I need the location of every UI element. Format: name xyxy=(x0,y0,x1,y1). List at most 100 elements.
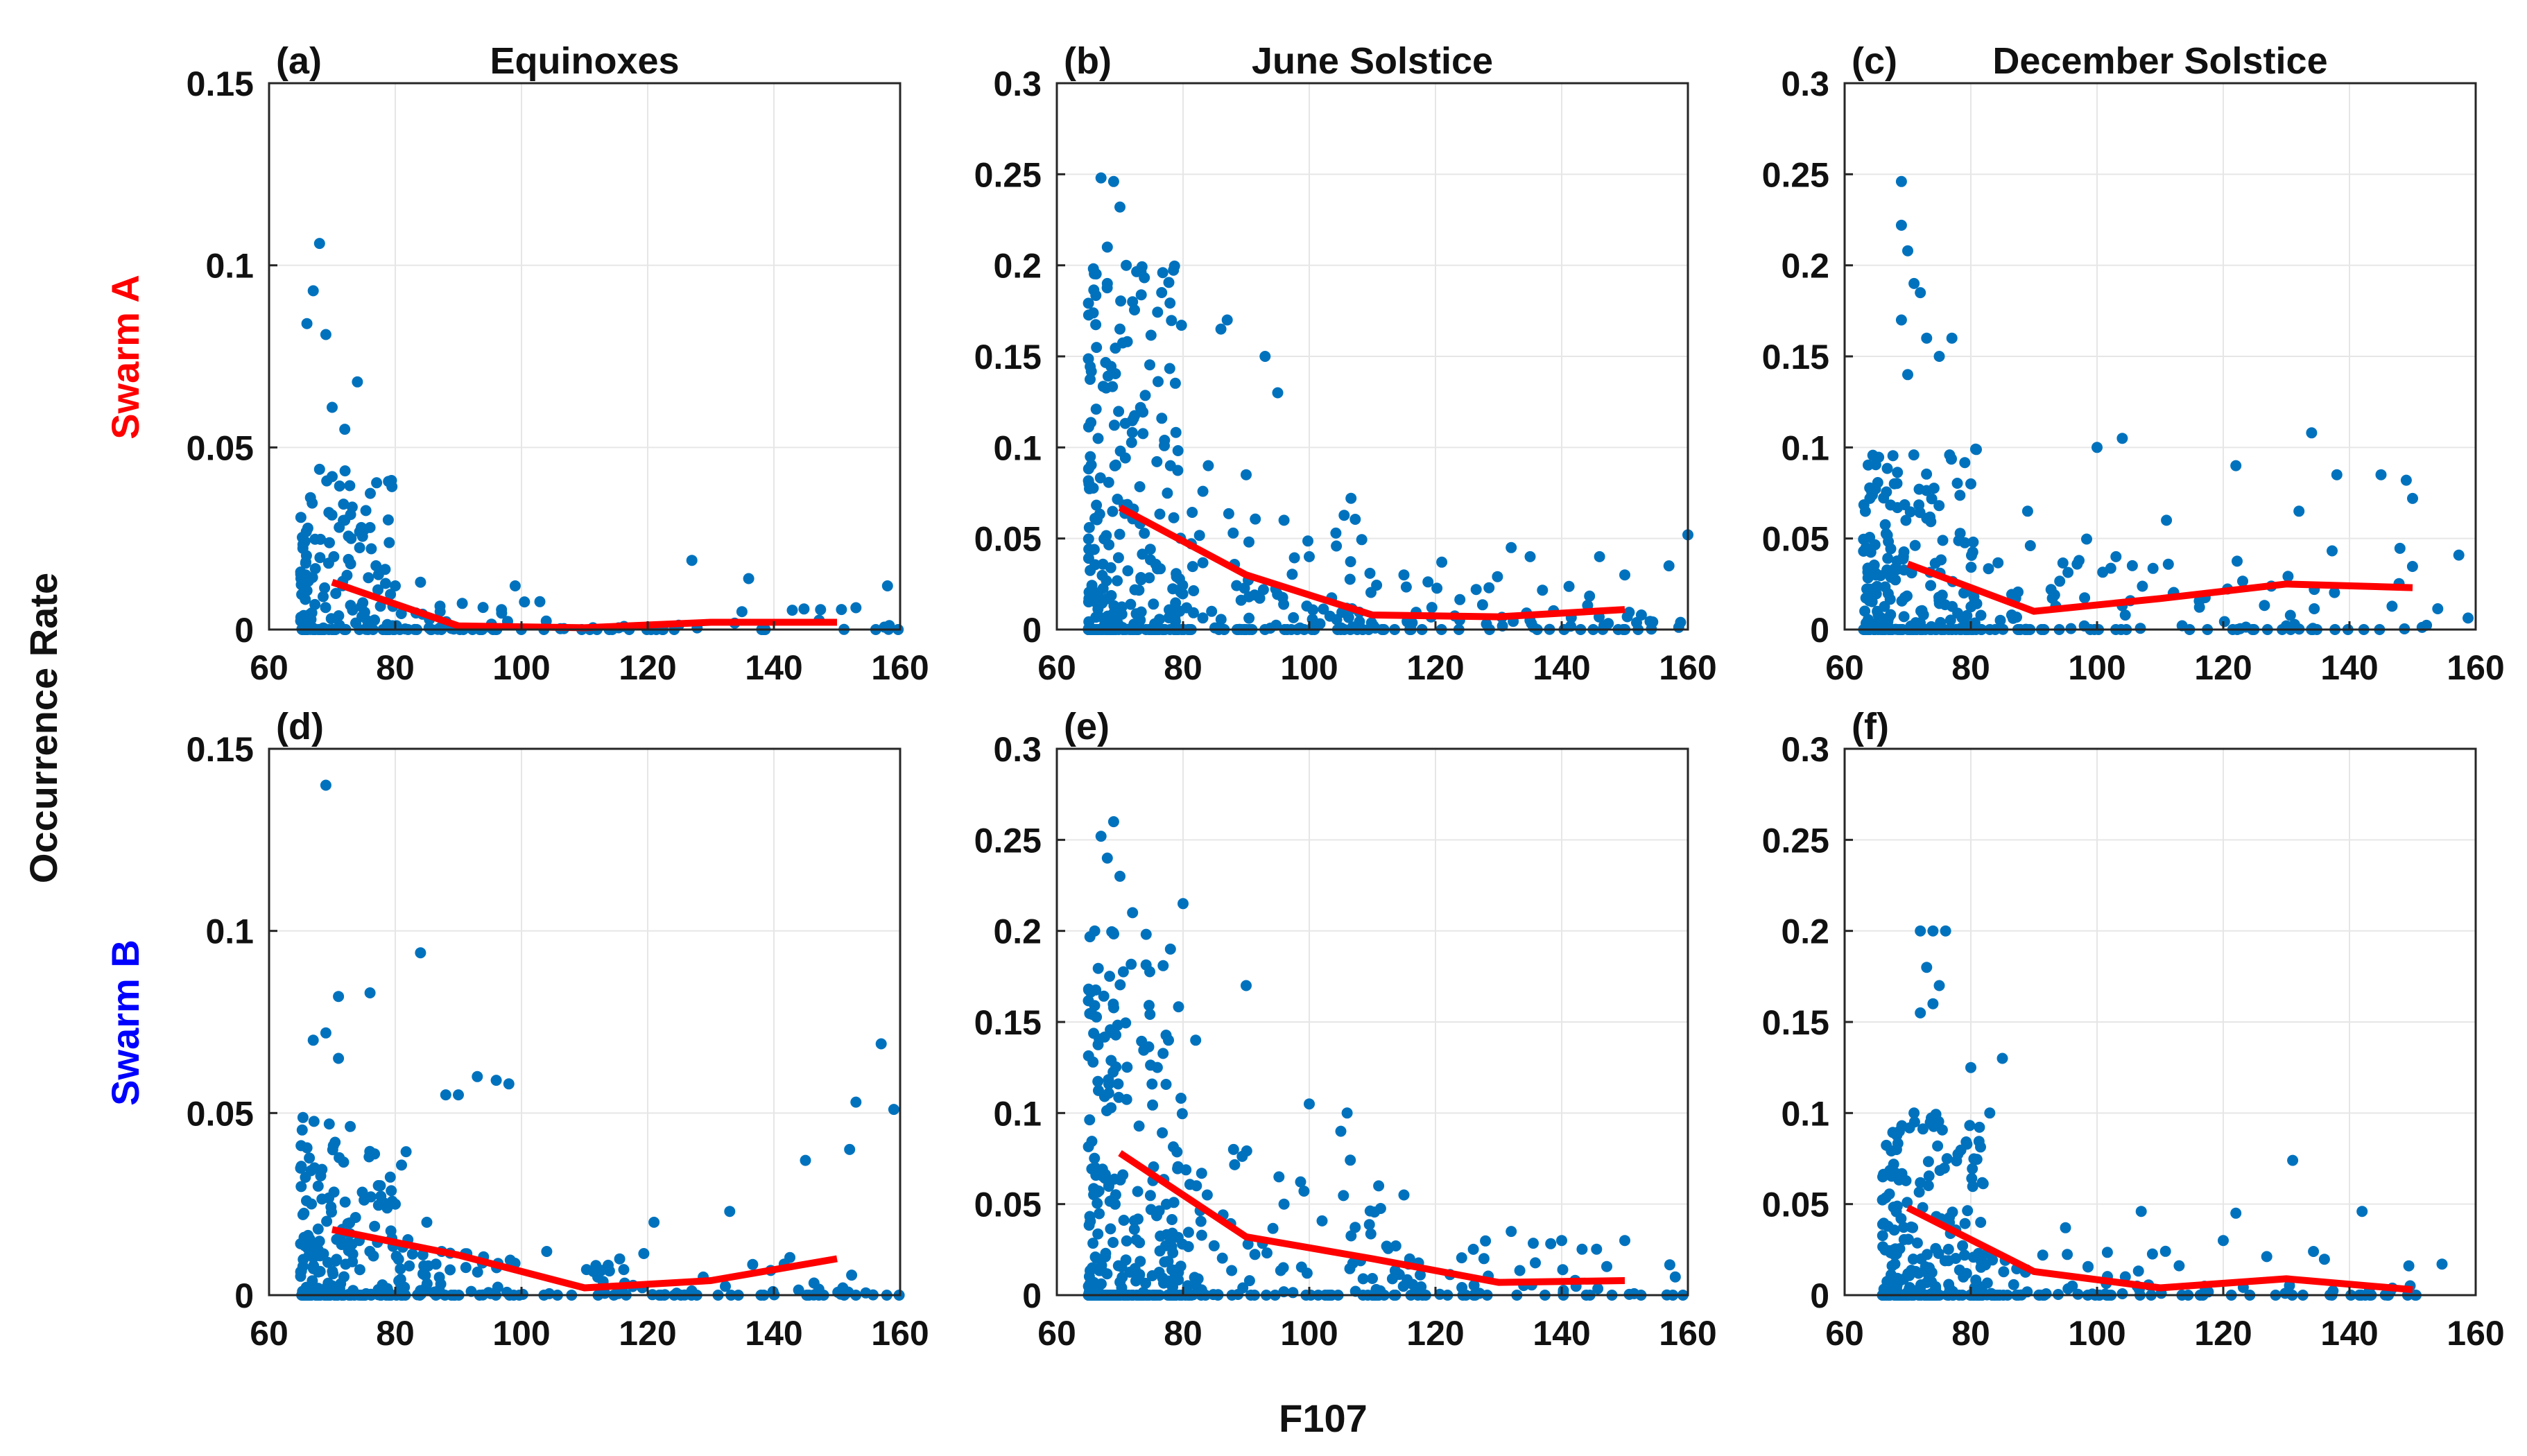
scatter-point xyxy=(456,598,468,609)
scatter-point xyxy=(815,604,827,616)
scatter-point xyxy=(308,1260,320,1272)
scatter-point xyxy=(1917,1123,1929,1135)
y-tick-label: 0 xyxy=(1022,1276,1042,1315)
scatter-point xyxy=(1127,296,1139,308)
scatter-point xyxy=(1105,562,1116,573)
scatter-point xyxy=(1881,486,1892,498)
scatter-point xyxy=(2062,566,2074,578)
scatter-point xyxy=(1338,510,1350,521)
scatter-point xyxy=(1563,580,1575,592)
y-tick-label: 0.2 xyxy=(993,247,1042,286)
scatter-point xyxy=(400,1146,412,1158)
x-tick-label: 80 xyxy=(1164,648,1202,687)
scatter-point xyxy=(1119,452,1131,464)
scatter-point xyxy=(1098,990,1110,1002)
scatter-point xyxy=(1103,1078,1114,1090)
scatter-point xyxy=(1156,287,1168,298)
x-tick-label: 140 xyxy=(1533,648,1590,687)
x-tick-label: 60 xyxy=(1825,1314,1864,1353)
scatter-point xyxy=(1862,572,1874,584)
scatter-point xyxy=(1374,1203,1386,1214)
scatter-point xyxy=(1175,1093,1187,1104)
y-tick-label: 0.15 xyxy=(1762,338,1829,376)
scatter-point xyxy=(1454,593,1466,605)
scatter-point xyxy=(2293,505,2305,517)
y-tick-label: 0.15 xyxy=(187,730,254,769)
scatter-point xyxy=(1152,563,1164,575)
scatter-point xyxy=(1959,457,1971,469)
scatter-point xyxy=(1556,1235,1567,1247)
scatter-point xyxy=(1156,413,1168,424)
scatter-point xyxy=(1116,622,1128,633)
scatter-point xyxy=(1241,980,1252,991)
scatter-point xyxy=(363,572,374,584)
scatter-point xyxy=(1892,467,1904,478)
scatter-point xyxy=(1389,1265,1401,1276)
scatter-point xyxy=(1958,587,1969,599)
panel-d: 60 80 100 120 140 160 0 0.05 0.1 0.15 (d) xyxy=(187,706,929,1353)
scatter-point xyxy=(395,608,407,619)
scatter-point xyxy=(1381,1240,1392,1252)
scatter-point xyxy=(1159,435,1171,446)
scatter-point xyxy=(1936,1124,1948,1136)
scatter-point xyxy=(417,1268,429,1280)
scatter-point xyxy=(1166,1214,1178,1225)
scatter-point xyxy=(1133,584,1145,596)
scatter-point xyxy=(1591,1243,1603,1255)
scatter-point xyxy=(315,533,327,545)
scatter-point xyxy=(1985,1288,1997,1299)
scatter-point xyxy=(301,318,313,329)
scatter-point xyxy=(1951,478,1963,489)
scatter-point xyxy=(1152,306,1164,318)
x-tick-label: 140 xyxy=(1533,1314,1590,1353)
scatter-point xyxy=(1120,1017,1132,1029)
y-tick-label: 0 xyxy=(1022,611,1042,650)
scatter-point xyxy=(1967,1251,1979,1263)
y-tick-label: 0.1 xyxy=(993,428,1042,467)
scatter-point xyxy=(2161,514,2173,526)
scatter-point xyxy=(322,557,334,569)
scatter-point xyxy=(1254,592,1266,604)
scatter-point xyxy=(2101,1247,2113,1258)
scatter-point xyxy=(1092,1197,1103,1209)
scatter-point xyxy=(1272,589,1284,600)
scatter-point xyxy=(1125,598,1137,610)
scatter-point xyxy=(1095,831,1107,842)
y-tick-label: 0.2 xyxy=(993,912,1042,951)
scatter-point xyxy=(1514,1265,1526,1276)
scatter-point xyxy=(798,603,810,615)
scatter-point xyxy=(324,537,335,548)
scatter-point xyxy=(1476,599,1488,611)
scatter-point xyxy=(326,1206,337,1218)
scatter-point xyxy=(1144,1190,1156,1202)
y-tick-label: 0.2 xyxy=(1781,247,1829,286)
scatter-point xyxy=(1121,259,1132,271)
scatter-point xyxy=(1370,622,1381,634)
scatter-point xyxy=(1166,1287,1178,1299)
scatter-point xyxy=(1913,499,1925,511)
scatter-point xyxy=(2097,566,2109,578)
scatter-point xyxy=(1101,241,1113,253)
scatter-point xyxy=(295,1181,307,1193)
scatter-point xyxy=(1145,329,1157,341)
scatter-point xyxy=(1128,1215,1140,1227)
scatter-point xyxy=(1113,1091,1125,1103)
y-tick-label: 0.1 xyxy=(205,912,254,951)
scatter-point xyxy=(321,1215,333,1227)
scatter-point xyxy=(307,285,319,297)
scatter-point xyxy=(1874,570,1886,582)
scatter-point xyxy=(1133,1120,1145,1132)
scatter-point xyxy=(1227,1143,1239,1155)
scatter-point xyxy=(339,514,351,526)
scatter-point xyxy=(1926,1267,1938,1279)
scatter-point xyxy=(1964,1120,1976,1132)
scatter-point xyxy=(2403,1260,2415,1272)
scatter-point xyxy=(1673,621,1684,633)
scatter-point xyxy=(736,606,748,618)
scatter-point xyxy=(1398,569,1410,581)
scatter-point xyxy=(1349,514,1361,525)
scatter-point xyxy=(312,1180,324,1192)
scatter-point xyxy=(1927,998,1939,1009)
scatter-point xyxy=(1267,1222,1279,1234)
scatter-point xyxy=(1304,551,1315,562)
